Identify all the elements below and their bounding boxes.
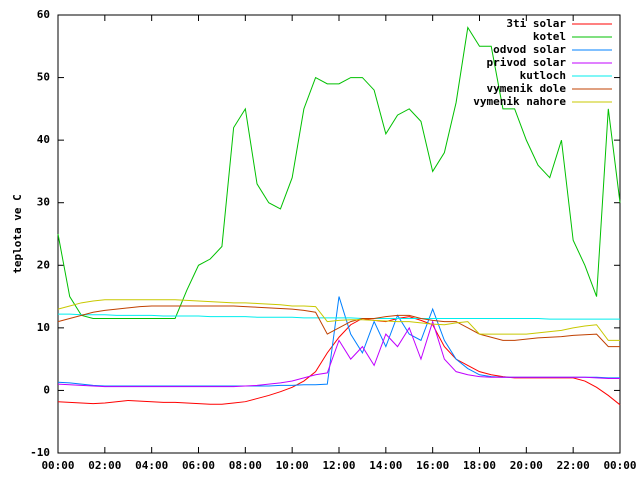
y-tick-label: 10: [37, 321, 50, 334]
x-tick-label: 06:00: [182, 459, 215, 472]
x-tick-label: 00:00: [603, 459, 636, 472]
x-tick-label: 10:00: [276, 459, 309, 472]
x-tick-label: 04:00: [135, 459, 168, 472]
legend-label: vymenik nahore: [473, 95, 566, 108]
x-tick-label: 12:00: [322, 459, 355, 472]
y-tick-label: 20: [37, 258, 50, 271]
x-tick-label: 02:00: [88, 459, 121, 472]
series-line: [57, 319, 620, 388]
y-tick-label: 30: [37, 196, 50, 209]
y-tick-label: 60: [37, 8, 50, 21]
y-tick-label: 50: [37, 71, 50, 84]
x-tick-label: 00:00: [41, 459, 74, 472]
y-axis-label: teplota ve C: [11, 194, 24, 273]
x-tick-label: 18:00: [463, 459, 496, 472]
y-tick-label: -10: [30, 446, 50, 459]
legend-label: odvod solar: [493, 43, 566, 56]
series-line: [57, 305, 620, 348]
series-line: [57, 299, 620, 341]
legend-label: kutloch: [520, 69, 566, 82]
legend-label: kotel: [533, 30, 566, 43]
x-tick-label: 14:00: [369, 459, 402, 472]
x-tick-label: 20:00: [510, 459, 543, 472]
series-line: [57, 316, 621, 406]
series-line: [57, 26, 621, 319]
x-tick-label: 16:00: [416, 459, 449, 472]
x-tick-label: 22:00: [557, 459, 590, 472]
legend-label: privod solar: [487, 56, 567, 69]
legend-label: 3ti solar: [506, 17, 566, 30]
x-tick-label: 08:00: [229, 459, 262, 472]
y-tick-label: 0: [43, 383, 50, 396]
legend-label: vymenik dole: [487, 82, 567, 95]
y-tick-label: 40: [37, 133, 50, 146]
series-line: [58, 313, 620, 320]
